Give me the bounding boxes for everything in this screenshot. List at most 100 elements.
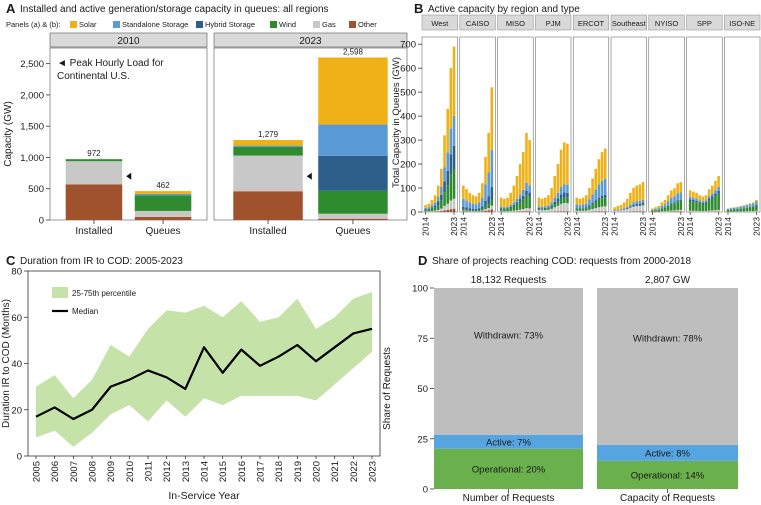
bar-segment-standalone_storage xyxy=(736,207,739,209)
bar-segment-standalone_storage xyxy=(663,204,667,208)
y-tick-label: 2,500 xyxy=(20,59,44,70)
bar-total-label: 972 xyxy=(87,149,101,158)
bar-segment-standalone_storage xyxy=(430,205,434,208)
bar-segment-gas xyxy=(755,210,758,212)
bar-segment-hybrid_storage xyxy=(553,201,557,205)
legend-label-hybrid_storage: Hybrid Storage xyxy=(205,20,255,29)
x-tick-label: 2014 xyxy=(458,217,468,236)
bar-segment-standalone_storage xyxy=(619,209,623,210)
bar-segment-solar xyxy=(619,204,623,210)
bar-segment-hybrid_storage xyxy=(474,208,478,211)
facet-SPP: SPP 2014 2023 xyxy=(685,14,724,236)
bar-segment-solar xyxy=(578,198,582,206)
bar-segment-hybrid_storage xyxy=(695,200,698,203)
panel-letter-d: D xyxy=(418,253,427,268)
bar-segment-wind xyxy=(509,207,512,212)
x-tick-label: 2020 xyxy=(312,461,323,482)
bar-segment-gas xyxy=(477,211,481,212)
bar-segment-gas xyxy=(471,211,475,212)
y-tick-label: 40 xyxy=(11,359,22,370)
bar-segment-solar xyxy=(528,140,531,186)
legend-swatch-other xyxy=(349,21,356,28)
bar-segment-gas xyxy=(537,210,541,212)
facet-strip xyxy=(213,32,408,48)
bar-segment-hybrid_storage xyxy=(503,208,506,210)
bar-segment-solar xyxy=(591,178,594,195)
facet-strip xyxy=(459,14,496,31)
bar-segment-wind xyxy=(635,205,638,207)
x-tick-label: Capacity of Requests xyxy=(620,493,715,504)
y-tick-label: 700 xyxy=(400,40,416,51)
bar-segment-gas xyxy=(594,208,598,212)
bar-segment-solar xyxy=(625,198,629,207)
x-tick-label: 2023 xyxy=(714,217,724,236)
bar-segment-solar xyxy=(468,192,471,203)
bar-segment-hybrid_storage xyxy=(603,194,607,198)
bar-segment-hybrid_storage xyxy=(499,208,503,209)
bar-segment-other xyxy=(452,208,456,212)
bar-segment-standalone_storage xyxy=(670,197,673,204)
bar-segment-solar xyxy=(584,195,588,204)
bar-segment-solar xyxy=(134,191,192,194)
bar-segment-gas xyxy=(499,211,503,212)
bar-segment-standalone_storage xyxy=(625,206,629,209)
x-tick-label: 2014 xyxy=(572,217,582,236)
bar-segment-solar xyxy=(676,183,679,194)
segment-label-withdrawn: Withdrawn: 73% xyxy=(474,330,544,341)
bar-segment-standalone_storage xyxy=(739,206,742,209)
x-tick-label: 2010 xyxy=(125,461,136,482)
facet-strip xyxy=(49,32,208,48)
bar-segment-gas xyxy=(625,209,629,212)
bar-segment-wind xyxy=(748,207,752,212)
bar-segment-standalone_storage xyxy=(578,205,582,209)
bar-segment-wind xyxy=(751,206,755,212)
bar-segment-gas xyxy=(522,209,525,212)
bar-segment-gas xyxy=(641,205,645,212)
bar-segment-solar xyxy=(503,198,506,208)
bar-segment-wind xyxy=(688,200,692,211)
bar-segment-solar xyxy=(748,203,752,205)
bar-segment-solar xyxy=(424,204,427,208)
bar-segment-hybrid_storage xyxy=(679,200,683,201)
bar-segment-hybrid_storage xyxy=(597,197,601,200)
bar-segment-standalone_storage xyxy=(638,200,642,204)
bar-segment-solar xyxy=(522,152,525,190)
bar-segment-hybrid_storage xyxy=(481,206,484,210)
bar-segment-solar xyxy=(562,142,566,185)
bar-segment-solar xyxy=(433,195,437,203)
bar-segment-wind xyxy=(704,203,708,211)
facet-frame xyxy=(686,36,723,213)
bar-segment-solar xyxy=(575,197,579,205)
legend-label-median: Median xyxy=(72,307,98,316)
bar-segment-standalone_storage xyxy=(515,198,519,203)
bar-segment-standalone_storage xyxy=(755,201,758,205)
bar-segment-hybrid_storage xyxy=(528,192,531,197)
bar-segment-solar xyxy=(695,192,698,199)
bar-segment-hybrid_storage xyxy=(559,194,563,199)
bar-segment-wind xyxy=(430,208,434,212)
bar-segment-solar xyxy=(635,185,638,202)
bar-segment-wind xyxy=(484,206,487,210)
bar-segment-hybrid_storage xyxy=(588,205,591,207)
bar-segment-solar xyxy=(474,196,478,205)
bar-segment-standalone_storage xyxy=(477,202,481,209)
bar-segment-gas xyxy=(701,211,705,212)
facet-2010: 2010 972 Installed 462 Queues xyxy=(49,32,208,237)
bar-segment-solar xyxy=(537,197,541,207)
x-tick-label: 2023 xyxy=(525,217,535,236)
bar-segment-wind xyxy=(638,205,642,206)
bar-segment-wind xyxy=(427,209,431,212)
bar-segment-gas xyxy=(484,209,487,211)
bar-segment-solar xyxy=(449,68,453,129)
facet-strip-label: PJM xyxy=(546,19,561,28)
bar-segment-operational xyxy=(434,448,583,489)
facet-frame xyxy=(49,47,208,221)
panel-a-title: Installed and active generation/storage … xyxy=(20,4,329,15)
legend-swatch-solar xyxy=(70,21,77,28)
bar-segment-wind xyxy=(714,196,717,211)
segment-label-withdrawn: Withdrawn: 78% xyxy=(633,334,703,345)
bar-segment-hybrid_storage xyxy=(540,208,544,210)
bar-segment-hybrid_storage xyxy=(676,200,679,202)
y-tick-label: 0 xyxy=(17,452,22,463)
bar-segment-solar xyxy=(701,196,705,202)
